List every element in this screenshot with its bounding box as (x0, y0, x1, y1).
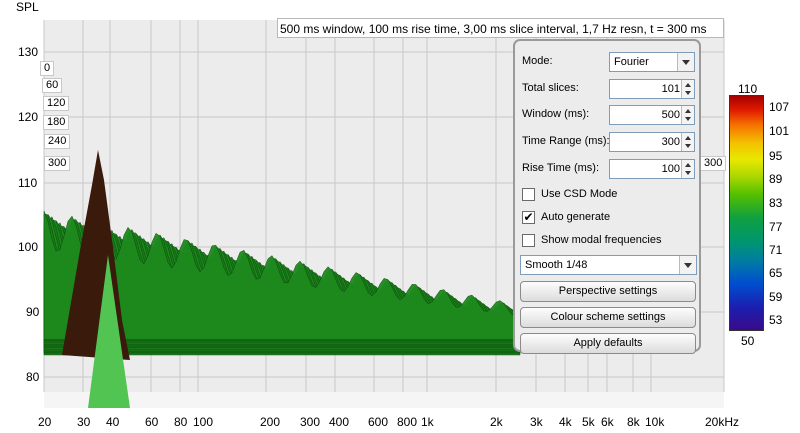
use-csd-checkbox[interactable] (522, 188, 535, 201)
colour-scale-label: 65 (769, 266, 783, 280)
colour-scheme-settings-button[interactable]: Colour scheme settings (520, 307, 696, 328)
total-slices-stepper[interactable]: 101 (609, 79, 695, 99)
use-csd-label: Use CSD Mode (541, 188, 618, 200)
colour-scale-label: 95 (769, 149, 783, 163)
colour-scale-label: 83 (769, 196, 783, 210)
checkmark-icon: ✔ (523, 210, 534, 224)
x-tick-label: 600 (368, 415, 388, 429)
colour-scale-bar (729, 95, 764, 331)
rise-time-stepper[interactable]: 100 (609, 159, 695, 179)
y-tick-label: 130 (18, 45, 38, 59)
colour-scale-label: 53 (769, 313, 783, 327)
x-tick-label: 10k (645, 415, 665, 429)
mode-select[interactable]: Fourier (609, 52, 695, 72)
apply-defaults-button[interactable]: Apply defaults (520, 333, 696, 354)
x-tick-label: 100 (193, 415, 213, 429)
x-tick-label: 400 (329, 415, 349, 429)
x-tick-label: 80 (174, 415, 188, 429)
x-tick-label: 4k (559, 415, 573, 429)
smoothing-value: Smooth 1/48 (525, 259, 588, 271)
x-tick-label: 6k (601, 415, 615, 429)
x-tick-label: 800 (397, 415, 417, 429)
x-tick-label: 30 (77, 415, 91, 429)
y-tick-label: 80 (26, 370, 40, 384)
time-label-right: 300 (700, 156, 727, 171)
colour-scale-label: 59 (769, 290, 783, 304)
colour-scale-label: 71 (769, 243, 783, 257)
time-label: 0 (40, 61, 55, 76)
x-tick-label: 3k (530, 415, 544, 429)
time-range-value: 300 (661, 136, 680, 148)
time-range-stepper[interactable]: 300 (609, 132, 695, 152)
total-slices-label: Total slices: (522, 82, 579, 94)
time-label: 180 (43, 115, 70, 130)
window-label: Window (ms): (522, 108, 590, 120)
time-label: 120 (43, 96, 70, 111)
y-tick-label: 90 (26, 305, 40, 319)
peak-front-face (88, 255, 130, 408)
colour-scale-label: 89 (769, 172, 783, 186)
time-label: 240 (44, 134, 71, 149)
x-tick-label: 40 (106, 415, 120, 429)
info-bar: 500 ms window, 100 ms rise time, 3,00 ms… (277, 18, 724, 38)
colour-scale-label: 107 (769, 100, 790, 114)
stepper-arrows-icon[interactable] (681, 80, 694, 98)
time-range-label: Time Range (ms): (522, 135, 610, 147)
colour-scale-bottom-label: 50 (741, 334, 755, 348)
total-slices-value: 101 (661, 83, 680, 95)
stepper-arrows-icon[interactable] (681, 106, 694, 124)
mode-label: Mode: (522, 55, 553, 67)
smoothing-select[interactable]: Smooth 1/48 (520, 255, 697, 275)
modal-frequencies-checkbox[interactable] (522, 234, 535, 247)
auto-generate-checkbox[interactable]: ✔ (522, 211, 535, 224)
waterfall-controls-panel: Mode: Fourier Total slices: 101 Window (… (513, 39, 701, 354)
x-tick-label: 20 (38, 415, 52, 429)
stepper-arrows-icon[interactable] (681, 160, 694, 178)
window-value: 500 (661, 109, 680, 121)
colour-scale-label: 77 (769, 220, 783, 234)
perspective-settings-button[interactable]: Perspective settings (520, 281, 696, 302)
window-stepper[interactable]: 500 (609, 105, 695, 125)
waterfall-slice (43, 210, 521, 340)
stepper-arrows-icon[interactable] (681, 133, 694, 151)
x-tick-label: 1k (421, 415, 435, 429)
waterfall-ridges (43, 150, 521, 408)
time-label: 60 (42, 78, 63, 93)
chevron-down-icon[interactable] (677, 53, 694, 71)
y-tick-label: 110 (18, 176, 37, 190)
mode-value: Fourier (614, 56, 649, 68)
modal-frequencies-label: Show modal frequencies (541, 234, 662, 246)
y-tick-label: 100 (18, 240, 38, 254)
colour-scale-top-label: 110 (738, 82, 758, 96)
time-label: 300 (44, 156, 71, 171)
rise-time-value: 100 (661, 163, 680, 175)
auto-generate-label: Auto generate (541, 211, 611, 223)
x-tick-label: 60 (145, 415, 159, 429)
x-tick-label: 300 (300, 415, 320, 429)
plot-floor (44, 392, 724, 408)
y-tick-label: 120 (18, 110, 38, 124)
x-tick-label: 200 (260, 415, 280, 429)
rise-time-label: Rise Time (ms): (522, 162, 599, 174)
x-tick-label: 5k (582, 415, 596, 429)
x-tick-label: 20kHz (705, 415, 739, 429)
y-axis-title: SPL (16, 0, 39, 14)
chevron-down-icon[interactable] (679, 256, 696, 274)
colour-scale-label: 101 (769, 124, 790, 138)
x-tick-label: 2k (490, 415, 504, 429)
x-tick-label: 8k (627, 415, 641, 429)
